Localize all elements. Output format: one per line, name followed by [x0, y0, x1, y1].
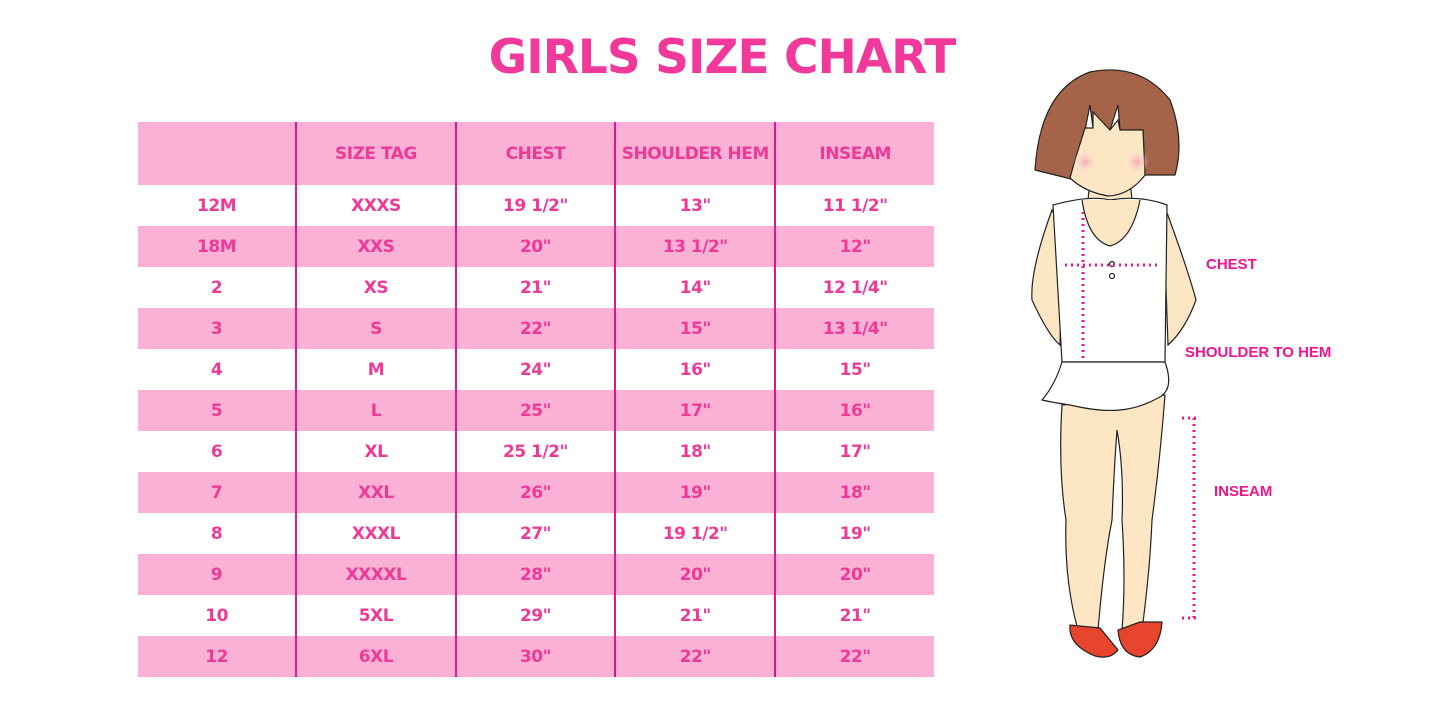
table-cell: 5XL — [295, 595, 456, 636]
shoulder-to-hem-label: SHOULDER TO HEM — [1185, 344, 1332, 361]
table-cell: 29" — [454, 595, 616, 636]
table-row: 12 6XL 30" 22" 22" — [138, 636, 934, 677]
left-shoe — [1069, 624, 1119, 658]
table-cell: 22" — [614, 636, 776, 677]
table-row: 10 5XL 29" 21" 21" — [138, 595, 934, 636]
header-cell: SIZE TAG — [295, 122, 456, 185]
right-arm — [1163, 209, 1197, 347]
table-cell: 12 1/4" — [774, 267, 934, 308]
table-row: 18M XXS 20" 13 1/2" 12" — [138, 226, 934, 267]
table-cell: 21" — [774, 595, 934, 636]
size-chart-table: SIZE TAG CHEST SHOULDER HEM INSEAM 12M XX… — [138, 122, 934, 677]
table-cell: XXXXL — [295, 554, 456, 595]
table-cell: 24" — [454, 349, 616, 390]
table-cell: 19 1/2" — [454, 185, 616, 226]
table-cell: 20" — [774, 554, 934, 595]
table-cell: 30" — [454, 636, 616, 677]
table-cell: 17" — [774, 431, 934, 472]
table-row: 12M XXXS 19 1/2" 13" 11 1/2" — [138, 185, 934, 226]
table-row: 2 XS 21" 14" 12 1/4" — [138, 267, 934, 308]
table-cell: 13" — [614, 185, 776, 226]
table-cell: XS — [295, 267, 456, 308]
table-cell: 20" — [454, 226, 616, 267]
table-cell: 28" — [454, 554, 616, 595]
header-cell: CHEST — [454, 122, 616, 185]
table-row: 7 XXL 26" 19" 18" — [138, 472, 934, 513]
header-cell — [138, 122, 297, 185]
table-cell: 18" — [614, 431, 776, 472]
table-row: 9 XXXXL 28" 20" 20" — [138, 554, 934, 595]
left-arm — [1031, 208, 1063, 347]
table-cell: 2 — [210, 277, 223, 298]
table-cell: 25 1/2" — [454, 431, 616, 472]
table-cell: 7 — [138, 472, 297, 513]
table-header-row: SIZE TAG CHEST SHOULDER HEM INSEAM — [138, 122, 934, 185]
table-cell: XL — [295, 431, 456, 472]
table-cell: 15" — [614, 308, 776, 349]
table-cell: L — [295, 390, 456, 431]
table-cell: 19 1/2" — [614, 513, 776, 554]
table-cell: 4 — [210, 359, 223, 380]
table-cell: M — [295, 349, 456, 390]
table-cell: 14" — [614, 267, 776, 308]
table-cell: XXXL — [295, 513, 456, 554]
table-cell: 9 — [138, 554, 297, 595]
table-cell: 20" — [614, 554, 776, 595]
page-title: GIRLS SIZE CHART — [488, 30, 957, 85]
table-row: 6 XL 25 1/2" 18" 17" — [138, 431, 934, 472]
table-row: 5 L 25" 17" 16" — [138, 390, 934, 431]
table-cell: 3 — [138, 308, 297, 349]
right-shoe — [1117, 621, 1163, 658]
table-cell: 12M — [197, 195, 237, 216]
table-cell: 21" — [454, 267, 616, 308]
table-cell: 18M — [138, 226, 297, 267]
table-cell: 12" — [774, 226, 934, 267]
table-cell: 19" — [774, 513, 934, 554]
table-cell: 15" — [774, 349, 934, 390]
face — [1069, 110, 1146, 197]
table-cell: XXL — [295, 472, 456, 513]
table-cell: 5 — [138, 390, 297, 431]
table-cell: 12 — [138, 636, 297, 677]
table-row: 4 M 24" 16" 15" — [138, 349, 934, 390]
table-cell: 26" — [454, 472, 616, 513]
table-cell: S — [295, 308, 456, 349]
table-cell: 25" — [454, 390, 616, 431]
table-cell: 6 — [210, 441, 223, 462]
inseam-label: INSEAM — [1214, 483, 1273, 500]
table-cell: 16" — [774, 390, 934, 431]
table-cell: XXS — [295, 226, 456, 267]
table-cell: 18" — [774, 472, 934, 513]
table-cell: 10 — [205, 605, 228, 626]
table-cell: XXXS — [295, 185, 456, 226]
header-cell: SHOULDER HEM — [614, 122, 776, 185]
table-cell: 11 1/2" — [774, 185, 934, 226]
chest-label: CHEST — [1206, 256, 1257, 273]
table-cell: 19" — [614, 472, 776, 513]
table-row: 8 XXXL 27" 19 1/2" 19" — [138, 513, 934, 554]
legs — [1060, 394, 1166, 631]
ruffle-shorts — [1040, 361, 1170, 412]
table-cell: 21" — [614, 595, 776, 636]
table-cell: 27" — [454, 513, 616, 554]
table-cell: 8 — [210, 523, 223, 544]
table-cell: 16" — [614, 349, 776, 390]
header-cell: INSEAM — [774, 122, 934, 185]
table-cell: 13 1/4" — [774, 308, 934, 349]
table-cell: 6XL — [295, 636, 456, 677]
table-cell: 22" — [454, 308, 616, 349]
table-cell: 17" — [614, 390, 776, 431]
table-cell: 13 1/2" — [614, 226, 776, 267]
table-row: 3 S 22" 15" 13 1/4" — [138, 308, 934, 349]
table-cell: 22" — [774, 636, 934, 677]
